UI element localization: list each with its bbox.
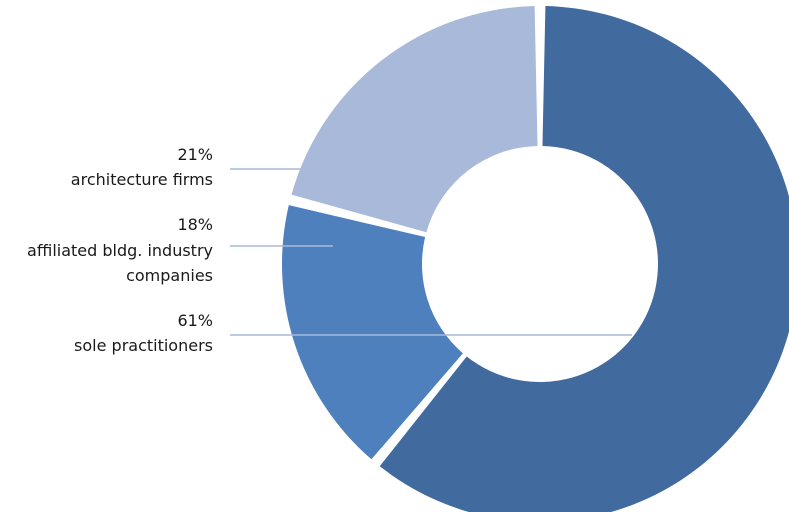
slice-sole — [379, 6, 789, 512]
label-sole-percent: 61% — [177, 311, 213, 330]
label-sole-name: sole practitioners — [74, 336, 213, 355]
label-affiliated-percent: 18% — [177, 215, 213, 234]
slice-affiliated — [281, 205, 463, 460]
slice-architecture — [291, 6, 538, 233]
leader-lines — [230, 168, 632, 336]
label-architecture-percent: 21% — [177, 145, 213, 164]
donut-slices — [281, 6, 789, 512]
label-affiliated-name-line1: affiliated bldg. industry — [27, 241, 213, 260]
label-affiliated-name-line2: companies — [126, 266, 213, 285]
label-architecture-name: architecture firms — [71, 170, 213, 189]
